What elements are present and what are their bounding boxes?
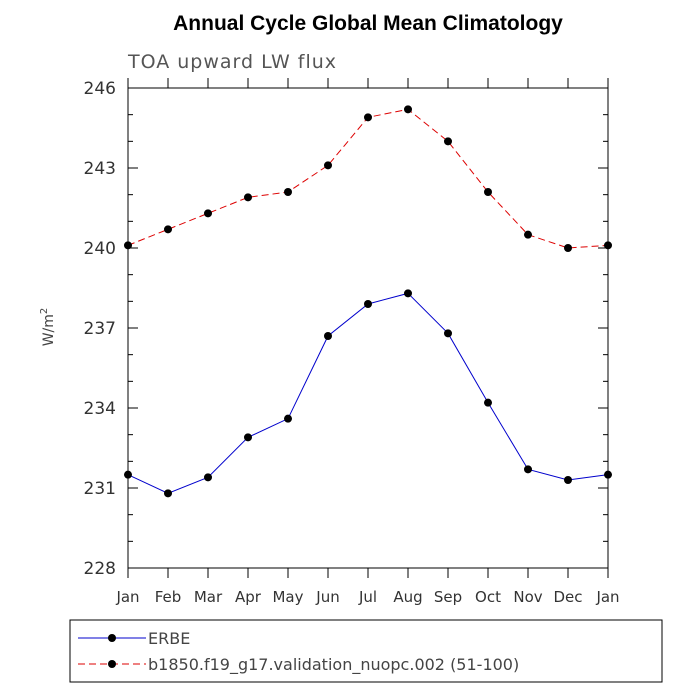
y-axis-label-unit: W/m — [41, 314, 57, 346]
series-0-point — [524, 465, 532, 474]
y-axis-label: W/m2 — [39, 308, 57, 347]
legend-label-0: ERBE — [148, 629, 190, 648]
y-tick-label: 234 — [84, 399, 116, 419]
series-line-1 — [127, 108, 609, 249]
series-0-point — [564, 476, 572, 484]
y-tick-label: 237 — [84, 319, 116, 339]
series-0-point — [124, 470, 132, 479]
x-tick-label: Mar — [194, 588, 223, 606]
series-0-point — [364, 300, 372, 308]
y-tick-label: 240 — [84, 239, 116, 259]
legend — [69, 619, 663, 683]
y-tick-label: 246 — [84, 79, 116, 99]
series-0-point — [244, 433, 252, 442]
x-tick-label: May — [272, 588, 303, 606]
series-1-point — [204, 209, 212, 218]
x-tick-label: Apr — [235, 588, 262, 606]
y-tick-label: 243 — [84, 159, 116, 179]
legend-swatch-marker-1 — [108, 660, 116, 668]
x-tick-label: Nov — [513, 588, 542, 606]
legend-items: ERBE b1850.f19_g17.validation_nuopc.002 (… — [78, 629, 519, 675]
legend-swatch-marker-0 — [108, 634, 116, 642]
series-layer — [124, 105, 612, 498]
series-1-point — [164, 225, 172, 234]
series-1-point — [524, 230, 532, 239]
x-tick-label: Dec — [553, 588, 582, 606]
series-1-point — [564, 244, 572, 252]
axis-ticks: 228 231 234 237 240 243 246 Jan Feb Mar Apr May Jun J… — [84, 78, 620, 606]
series-1-point — [124, 241, 132, 250]
series-0-point — [484, 398, 492, 407]
x-tick-label: Jul — [358, 588, 377, 606]
series-line-0 — [127, 292, 609, 494]
x-tick-label: Feb — [155, 588, 182, 606]
series-0-point — [284, 414, 292, 423]
series-1-point — [324, 161, 332, 170]
y-axis-label-superscript: 2 — [39, 308, 50, 314]
series-0-point — [444, 329, 452, 338]
legend-label-1: b1850.f19_g17.validation_nuopc.002 (51-1… — [148, 655, 519, 675]
series-1-point — [604, 241, 612, 250]
series-1-point — [284, 188, 292, 196]
x-tick-label: Jun — [315, 588, 339, 606]
x-tick-label: Aug — [393, 588, 422, 606]
y-tick-label: 228 — [84, 559, 116, 579]
chart-subtitle: TOA upward LW flux — [127, 51, 337, 73]
series-0-point — [164, 489, 172, 498]
series-1-point — [404, 105, 412, 114]
x-tick-label: Jan — [595, 588, 619, 606]
series-1-point — [484, 188, 492, 196]
y-tick-label: 231 — [84, 479, 116, 499]
series-0-point — [404, 289, 412, 298]
series-0-point — [204, 473, 212, 482]
series-1-point — [444, 137, 452, 146]
x-tick-label: Sep — [434, 588, 462, 606]
series-0-point — [604, 470, 612, 479]
plot-frame — [127, 87, 609, 569]
series-1-point — [244, 193, 252, 202]
series-1-point — [364, 113, 372, 122]
chart-title: Annual Cycle Global Mean Climatology — [173, 12, 563, 35]
series-0-point — [324, 332, 332, 340]
x-tick-label: Jan — [115, 588, 139, 606]
x-tick-label: Oct — [475, 588, 501, 606]
